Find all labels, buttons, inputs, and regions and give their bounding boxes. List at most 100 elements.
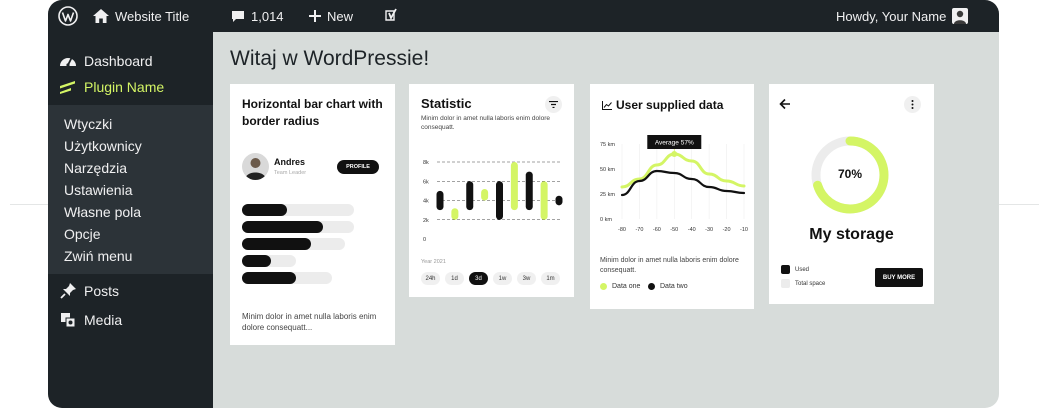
- y-tick-label: 6k: [423, 179, 429, 185]
- x-tick-label: -80: [618, 227, 626, 233]
- range-bar: [481, 188, 489, 201]
- x-tick-label: -40: [688, 227, 696, 233]
- period-pill-3w[interactable]: 3w: [517, 272, 536, 285]
- site-title-link[interactable]: Website Title: [93, 0, 189, 32]
- line-footer-text: Minim dolor in amet nulla laboris enim d…: [600, 257, 739, 274]
- y-tick-label: 2k: [423, 218, 429, 224]
- storage-card: 70% My storage Used Total space BUY MORE: [769, 84, 934, 304]
- more-button[interactable]: [904, 96, 921, 113]
- peak-marker: [671, 151, 678, 157]
- dashboard-icon: [59, 52, 77, 70]
- period-pill-1d[interactable]: 1d: [445, 272, 464, 285]
- buy-more-button[interactable]: BUY MORE: [875, 268, 923, 287]
- plus-icon: [309, 10, 321, 22]
- legend-data-one: Data one: [600, 283, 640, 290]
- storage-donut: [811, 136, 889, 214]
- period-pill-1m[interactable]: 1m: [541, 272, 560, 285]
- pin-icon: [59, 282, 77, 300]
- x-tick-label: -20: [723, 227, 731, 233]
- divider-left: [10, 204, 50, 205]
- hbar-bar: [242, 221, 323, 233]
- range-bar: [451, 208, 459, 220]
- new-content-link[interactable]: New: [309, 0, 353, 32]
- range-bar: [436, 190, 444, 211]
- site-title: Website Title: [115, 8, 190, 24]
- line-chart: 75 km 50 km 25 km 0 km -80 -70 -60 -50 -40 -30 -20…: [600, 135, 748, 233]
- x-tick-label: -70: [635, 227, 643, 233]
- yoast-seo-button[interactable]: [385, 0, 399, 32]
- menu-media[interactable]: Media: [48, 307, 213, 333]
- filter-icon: [549, 101, 558, 108]
- my-account-link[interactable]: Howdy, Your Name: [836, 0, 969, 32]
- menu-plugin[interactable]: Plugin Name: [48, 74, 213, 100]
- y-tick-label: 75 km: [600, 142, 615, 148]
- media-icon: [59, 311, 77, 329]
- range-bar: [466, 181, 474, 211]
- submenu-item[interactable]: Opcje: [64, 226, 101, 242]
- howdy-text: Howdy, Your Name: [836, 8, 947, 24]
- legend-dot-two: [648, 283, 655, 290]
- legend-total-swatch: [781, 279, 790, 288]
- range-bar: [555, 195, 563, 206]
- legend-total: Total space: [781, 279, 825, 288]
- submenu-item[interactable]: Własne pola: [64, 204, 142, 220]
- comments-link[interactable]: 1,014: [231, 0, 284, 32]
- menu-media-label: Media: [84, 312, 123, 328]
- home-icon: [93, 9, 109, 23]
- statistic-card: Statistic Minim dolor in amet nulla labo…: [409, 84, 574, 297]
- legend-total-label: Total space: [795, 280, 826, 287]
- range-bar: [540, 181, 548, 220]
- hbar-card-title: Horizontal bar chart with border radius: [242, 97, 383, 128]
- range-bar: [496, 181, 503, 220]
- comments-count: 1,014: [251, 8, 284, 24]
- menu-dashboard[interactable]: Dashboard: [48, 48, 213, 74]
- legend-used: Used: [781, 265, 809, 274]
- filter-button[interactable]: [545, 96, 562, 113]
- period-pill-24h[interactable]: 24h: [421, 272, 440, 285]
- plugin-brand-icon: [59, 78, 77, 96]
- range-bar: [525, 171, 533, 211]
- menu-posts[interactable]: Posts: [48, 278, 213, 304]
- menu-posts-label: Posts: [84, 283, 120, 299]
- tooltip-box: [647, 135, 702, 149]
- x-tick-label: -30: [705, 227, 713, 233]
- user-role: Team Leader: [274, 170, 307, 176]
- line-chart-card: User supplied data 75 km 50 km 25 km 0 km -8…: [590, 84, 754, 309]
- legend-used-swatch: [781, 265, 790, 274]
- period-pill-1w[interactable]: 1w: [493, 272, 512, 285]
- period-label: Year 2021: [421, 259, 446, 265]
- submenu-item[interactable]: Użytkownicy: [64, 138, 142, 154]
- collapse-menu-item[interactable]: Zwiń menu: [64, 248, 133, 264]
- y-tick-label: 0 km: [600, 217, 612, 223]
- submenu-item[interactable]: Narzędzia: [64, 160, 128, 176]
- hbar-bar: [242, 238, 312, 250]
- line-series-1: [620, 152, 746, 189]
- wordpress-logo-button[interactable]: [58, 0, 78, 32]
- profile-button[interactable]: PROFILE: [337, 160, 379, 174]
- x-tick-label: -60: [653, 227, 661, 233]
- user-avatar: [952, 8, 969, 24]
- hbar-bar: [242, 272, 296, 284]
- user-name: Andres: [274, 157, 306, 167]
- arrow-left-icon[interactable]: [779, 98, 791, 110]
- y-tick-label: 0: [423, 237, 426, 243]
- legend-dot-one: [600, 283, 607, 290]
- hbar-footer-text: Minim dolor in amet nulla laboris enim d…: [242, 312, 377, 332]
- submenu-item[interactable]: Ustawienia: [64, 182, 133, 198]
- y-tick-label: 8k: [423, 160, 429, 166]
- more-vertical-icon: [911, 100, 914, 109]
- storage-percent: 70%: [837, 167, 863, 181]
- admin-bar: Website Title 1,014 New Howdy, Your Name: [48, 0, 999, 32]
- statistic-subtitle: Minim dolor in amet nulla laboris enim d…: [421, 115, 550, 131]
- plugin-submenu: Wtyczki Użytkownicy Narzędzia Ustawienia…: [48, 105, 213, 274]
- divider-right: [997, 204, 1039, 205]
- submenu-item[interactable]: Wtyczki: [64, 116, 113, 132]
- page-title: Witaj w WordPressie!: [230, 47, 430, 70]
- y-tick-label: 50 km: [600, 167, 615, 173]
- hbar-bar: [242, 204, 287, 216]
- statistic-title: Statistic: [421, 96, 472, 111]
- period-pill-3d[interactable]: 3d: [469, 272, 488, 285]
- donut-fill: [811, 136, 889, 214]
- menu-dashboard-label: Dashboard: [84, 53, 153, 69]
- legend-data-two: Data two: [648, 283, 688, 290]
